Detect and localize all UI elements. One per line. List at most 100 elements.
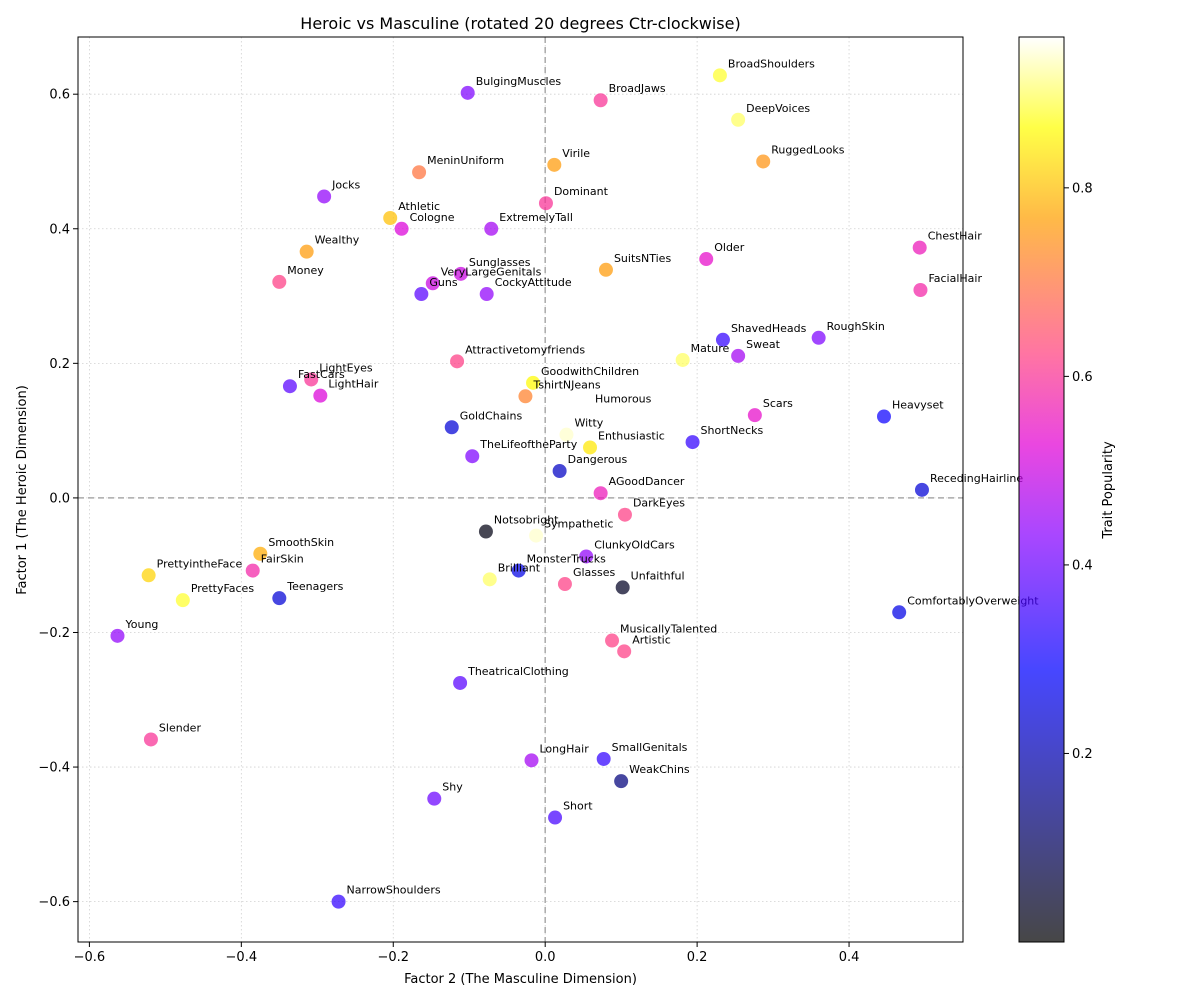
points-layer [110, 68, 929, 909]
chart-title: Heroic vs Masculine (rotated 20 degrees … [300, 14, 740, 33]
y-tick-label: 0.4 [49, 222, 70, 237]
point-label: AGoodDancer [609, 475, 685, 488]
y-tick-label: −0.6 [38, 895, 70, 910]
colorbar-tick-label: 0.2 [1072, 747, 1093, 762]
point-label: BulgingMuscles [476, 75, 562, 88]
data-point [427, 791, 442, 806]
point-label: PrettyintheFace [157, 557, 243, 570]
point-label: ShortNecks [701, 424, 764, 437]
point-label: Humorous [595, 392, 652, 405]
data-point [453, 266, 468, 281]
y-tick-label: 0.6 [49, 88, 70, 103]
point-label: Shy [442, 781, 463, 794]
grid-layer [78, 37, 963, 942]
point-label: ShavedHeads [731, 322, 807, 335]
point-label: MusicallyTalented [620, 623, 717, 636]
data-point [617, 644, 632, 659]
point-label: SmallGenitals [612, 741, 688, 754]
data-point [557, 577, 572, 592]
data-point [524, 753, 539, 768]
data-point [675, 352, 690, 367]
data-point [747, 408, 762, 423]
data-point [331, 894, 346, 909]
point-label: RuggedLooks [771, 143, 845, 156]
point-label: FastCars [298, 368, 345, 381]
point-label: SuitsNTies [614, 252, 671, 265]
data-point [478, 524, 493, 539]
point-label: Scars [763, 397, 793, 410]
point-label: DeepVoices [746, 102, 810, 115]
point-label: VeryLargeGenitals [441, 265, 542, 278]
point-label: Cologne [410, 211, 455, 224]
point-label: Glasses [573, 566, 616, 579]
data-point [579, 403, 594, 418]
colorbar-tick-label: 0.4 [1072, 558, 1093, 573]
data-point [479, 287, 494, 302]
point-label: Older [714, 241, 744, 254]
x-axis: −0.6 −0.4 −0.2 0.0 0.2 0.4 [74, 942, 860, 965]
data-point [559, 427, 574, 442]
point-label: Sympathetic [544, 518, 613, 531]
data-point [593, 93, 608, 108]
data-point [245, 563, 260, 578]
data-point [444, 420, 459, 435]
data-point [892, 605, 907, 620]
point-label: Short [563, 800, 593, 813]
point-label: GoodwithChildren [541, 365, 639, 378]
point-label: RecedingHairline [930, 472, 1023, 485]
data-point [453, 675, 468, 690]
data-point [756, 154, 771, 169]
point-label: Attractivetomyfriends [465, 343, 585, 356]
point-label: Brilliant [498, 561, 541, 574]
data-point [141, 568, 156, 583]
point-label: LongHair [540, 742, 590, 755]
point-label: ClunkyOldCars [594, 538, 675, 551]
x-tick-label: 0.4 [839, 950, 860, 965]
point-label: RoughSkin [827, 320, 885, 333]
y-tick-label: −0.2 [38, 626, 70, 641]
point-label: Unfaithful [631, 569, 685, 582]
point-label: Artistic [632, 633, 671, 646]
point-label: Teenagers [286, 580, 343, 593]
point-label: DarkEyes [633, 497, 685, 510]
point-label: MonsterTrucks [527, 553, 607, 566]
point-label: Virile [562, 147, 590, 160]
data-point [547, 157, 562, 172]
data-point [538, 196, 553, 211]
data-point [272, 274, 287, 289]
data-point [712, 68, 727, 83]
colorbar-ticks: 0.2 0.4 0.6 0.8 [1064, 181, 1093, 762]
data-point [913, 282, 928, 297]
point-label: LightHair [328, 378, 379, 391]
data-point [511, 563, 526, 578]
point-label: Notsobright [494, 514, 559, 527]
data-point [731, 348, 746, 363]
x-tick-label: 0.0 [535, 950, 556, 965]
point-label: PrettyFaces [191, 582, 254, 595]
data-point [143, 732, 158, 747]
point-label: Money [287, 264, 324, 277]
data-point [304, 372, 319, 387]
x-tick-label: 0.2 [687, 950, 708, 965]
x-tick-label: −0.4 [226, 950, 258, 965]
x-tick-label: −0.6 [74, 950, 106, 965]
data-point [598, 262, 613, 277]
data-point [414, 287, 429, 302]
point-label: Athletic [398, 200, 440, 213]
point-label: BroadShoulders [728, 57, 815, 70]
data-point [484, 221, 499, 236]
data-point [583, 440, 598, 455]
colorbar-label: Trait Popularity [1101, 441, 1116, 540]
data-point [552, 463, 567, 478]
point-label: Jocks [331, 178, 360, 191]
y-tick-label: −0.4 [38, 761, 70, 776]
colorbar: 0.2 0.4 0.6 0.8 Trait Popularity [1018, 36, 1116, 943]
data-point [596, 751, 611, 766]
data-point [465, 449, 480, 464]
data-point [272, 591, 287, 606]
data-point [529, 528, 544, 543]
point-label: Wealthy [315, 234, 360, 247]
point-label: WeakChins [629, 763, 690, 776]
data-point [394, 221, 409, 236]
data-point [811, 330, 826, 345]
